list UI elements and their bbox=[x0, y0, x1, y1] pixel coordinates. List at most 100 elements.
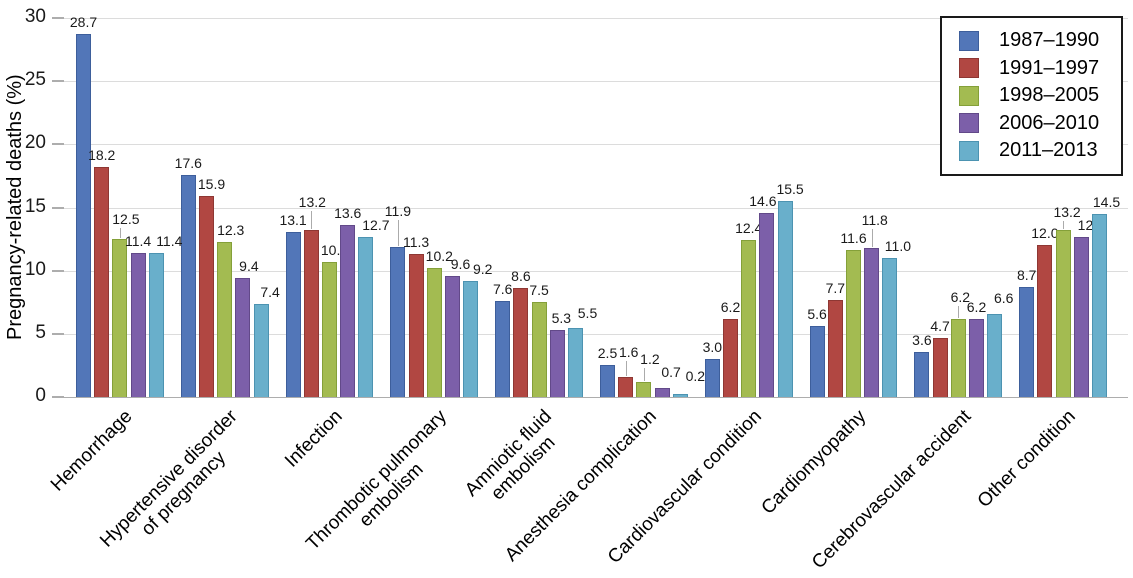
bar bbox=[253, 303, 269, 397]
x-category-label: Infection bbox=[280, 406, 347, 472]
bar bbox=[809, 326, 825, 397]
value-label: 9.6 bbox=[450, 255, 471, 272]
y-tick bbox=[52, 143, 64, 146]
bar bbox=[217, 241, 233, 397]
bar bbox=[235, 278, 251, 397]
value-label: 11.9 bbox=[384, 202, 411, 219]
legend-swatch bbox=[959, 85, 979, 106]
value-label: 5.5 bbox=[577, 304, 598, 321]
legend-swatch bbox=[959, 113, 979, 134]
bar bbox=[199, 196, 214, 397]
y-tick-label: 0 bbox=[35, 385, 46, 407]
value-label: 11.4 bbox=[156, 232, 183, 249]
leader-line bbox=[643, 367, 645, 381]
legend-item: 2006–2010 bbox=[959, 110, 1121, 138]
y-tick bbox=[52, 332, 64, 335]
value-label: 9.2 bbox=[472, 260, 493, 277]
value-label: 7.6 bbox=[492, 280, 513, 297]
value-label: 12.5 bbox=[112, 211, 140, 228]
bar bbox=[882, 258, 898, 397]
leader-line bbox=[625, 360, 627, 376]
bar bbox=[864, 247, 880, 397]
bar bbox=[723, 318, 738, 397]
leader-line bbox=[958, 305, 960, 318]
legend-item: 2011–2013 bbox=[959, 137, 1121, 165]
value-label: 9.4 bbox=[239, 258, 259, 275]
value-label: 11.4 bbox=[124, 232, 152, 249]
value-label: 5.6 bbox=[807, 306, 827, 323]
y-tick-label: 15 bbox=[24, 195, 46, 217]
value-label: 13.6 bbox=[334, 205, 362, 222]
bar bbox=[322, 261, 337, 397]
bar bbox=[636, 381, 652, 397]
bar bbox=[741, 240, 757, 397]
bar bbox=[1037, 245, 1053, 397]
bar bbox=[1073, 236, 1089, 397]
bar bbox=[390, 246, 406, 397]
value-label: 8.7 bbox=[1016, 267, 1037, 284]
value-label: 11.3 bbox=[402, 234, 430, 251]
value-label: 10.2 bbox=[425, 248, 453, 265]
value-label: 15.5 bbox=[776, 181, 804, 198]
bar bbox=[495, 300, 511, 397]
y-tick bbox=[52, 396, 64, 398]
y-tick bbox=[52, 80, 64, 83]
value-label: 7.4 bbox=[260, 283, 280, 300]
value-label: 13.2 bbox=[298, 194, 326, 211]
bar bbox=[148, 252, 164, 397]
value-label: 6.2 bbox=[966, 298, 987, 315]
bar bbox=[827, 299, 843, 397]
bar bbox=[846, 250, 861, 397]
legend-label: 1987–1990 bbox=[999, 29, 1100, 52]
bar bbox=[914, 351, 930, 397]
value-label: 12.7 bbox=[362, 216, 390, 233]
value-label: 7.5 bbox=[529, 282, 549, 299]
value-label: 14.5 bbox=[1092, 193, 1121, 210]
value-label: 13.1 bbox=[279, 211, 307, 228]
value-label: 0.2 bbox=[685, 368, 706, 385]
value-label: 5.3 bbox=[551, 310, 572, 327]
bar bbox=[285, 231, 301, 397]
bar bbox=[950, 318, 966, 397]
legend-label: 2011–2013 bbox=[999, 139, 1098, 162]
bar bbox=[1092, 213, 1107, 397]
value-label: 3.0 bbox=[702, 339, 723, 356]
bar bbox=[1019, 287, 1035, 397]
value-label: 12.3 bbox=[217, 221, 245, 238]
bar bbox=[672, 394, 688, 397]
bar bbox=[987, 313, 1003, 397]
leader-line bbox=[311, 211, 313, 230]
bar bbox=[426, 268, 442, 397]
value-label: 11.6 bbox=[840, 230, 867, 247]
bar bbox=[112, 239, 128, 397]
legend-item: 1991–1997 bbox=[959, 55, 1121, 83]
value-label: 13.2 bbox=[1053, 204, 1081, 221]
bar bbox=[408, 254, 424, 397]
value-label: 12.0 bbox=[1031, 225, 1059, 242]
leader-line bbox=[119, 228, 121, 239]
y-tick bbox=[52, 269, 64, 272]
y-tick bbox=[52, 206, 64, 209]
gridline bbox=[52, 333, 1128, 335]
bar bbox=[513, 288, 529, 397]
y-tick-label: 5 bbox=[35, 321, 46, 343]
value-label: 11.8 bbox=[861, 211, 888, 228]
value-label: 0.7 bbox=[661, 364, 681, 381]
value-label: 7.7 bbox=[825, 279, 846, 296]
bar bbox=[130, 252, 146, 397]
bar bbox=[445, 275, 460, 397]
legend-swatch bbox=[959, 140, 979, 161]
value-label: 6.6 bbox=[993, 289, 1014, 306]
bar bbox=[969, 318, 984, 397]
value-label: 3.6 bbox=[912, 331, 932, 348]
y-tick bbox=[52, 17, 64, 19]
bar bbox=[463, 280, 479, 397]
bar bbox=[76, 34, 91, 397]
bar bbox=[549, 330, 565, 397]
gridline bbox=[52, 207, 1128, 209]
bar bbox=[1055, 230, 1071, 397]
bar bbox=[531, 302, 547, 397]
leader-line bbox=[871, 228, 873, 247]
y-tick-label: 10 bbox=[24, 258, 46, 280]
bar bbox=[303, 230, 319, 397]
